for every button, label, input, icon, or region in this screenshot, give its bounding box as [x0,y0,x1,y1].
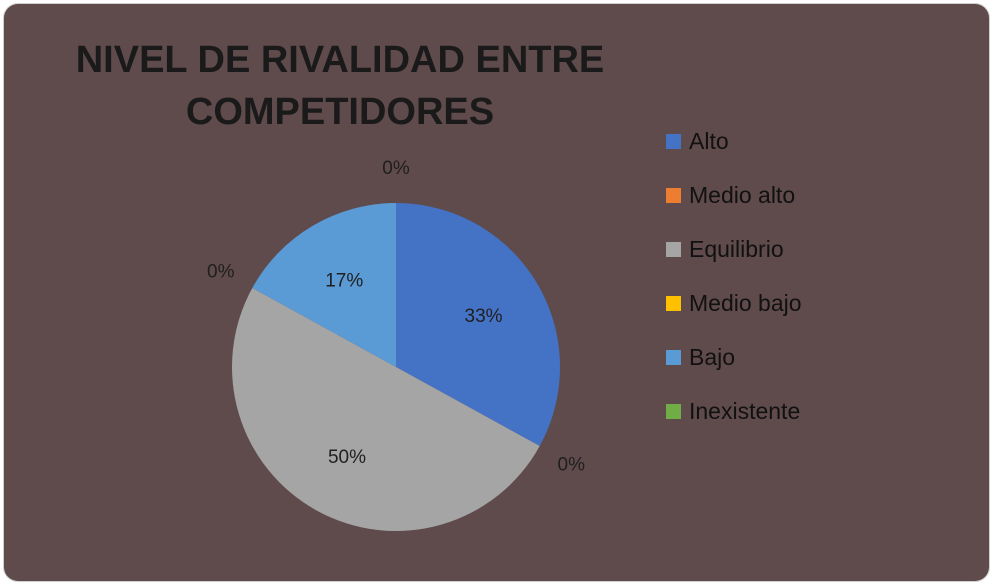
legend-item-medio-alto: Medio alto [666,168,802,222]
legend-swatch-bajo [666,349,681,365]
data-label-equilibrio: 50% [328,447,366,468]
legend-label-inexistente: Inexistente [689,397,801,424]
chart-title-line-1: NIVEL DE RIVALIDAD ENTRE [75,39,605,81]
pie-slice-equilibrio [231,287,540,531]
legend-label-medio-bajo: Medio bajo [689,289,802,316]
data-label-alto: 33% [465,306,503,327]
chart-area: NIVEL DE RIVALIDAD ENTRE COMPETIDORES 33… [4,4,989,581]
legend-item-alto: Alto [666,114,802,168]
data-label-bajo: 17% [325,270,363,291]
legend-item-inexistente: Inexistente [666,384,802,438]
legend-swatch-inexistente [666,403,681,419]
pie-slice-bajo [252,203,396,367]
legend-swatch-medio-bajo [666,295,681,311]
data-label-medio-alto: 0% [558,454,586,475]
legend-item-medio-bajo: Medio bajo [666,276,802,330]
chart-title-line-2: COMPETIDORES [185,91,495,133]
data-label-inexistente: 0% [382,158,410,179]
legend-swatch-alto [666,133,681,149]
chart-legend: Alto Medio alto Equilibrio Medio bajo Bajo In… [666,114,802,438]
legend-label-medio-alto: Medio alto [689,181,796,208]
data-label-medio-bajo: 0% [207,262,235,283]
legend-label-equilibrio: Equilibrio [689,235,784,262]
legend-label-alto: Alto [689,127,729,154]
chart-title: NIVEL DE RIVALIDAD ENTRE COMPETIDORES [20,34,660,138]
legend-swatch-medio-alto [666,187,681,203]
pie-slice-alto [396,203,560,447]
legend-swatch-equilibrio [666,241,681,257]
legend-label-bajo: Bajo [689,343,736,370]
legend-item-equilibrio: Equilibrio [666,222,802,276]
pie-chart: 33% 0% 50% 0% 17% 0% [207,158,586,531]
legend-item-bajo: Bajo [666,330,802,384]
